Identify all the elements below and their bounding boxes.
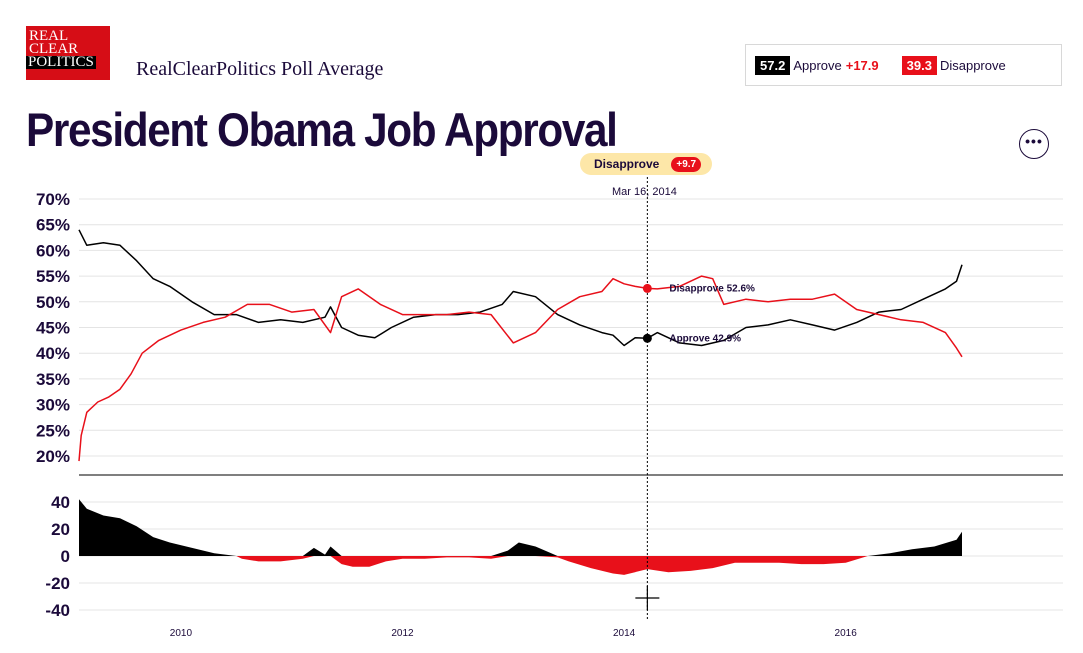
- x-tick-label: 2016: [835, 628, 858, 639]
- spread-value: +17.9: [845, 57, 879, 73]
- disapprove-label: Disapprove: [939, 57, 1006, 73]
- y-tick-label: 65%: [36, 216, 70, 235]
- y-tick-label: 0: [61, 547, 70, 566]
- approve-dot: [642, 333, 652, 343]
- y-tick-label: 55%: [36, 267, 70, 286]
- disapprove-value-label: Disapprove 52.6%: [669, 283, 755, 294]
- grid-lines: [79, 198, 1063, 611]
- x-tick-labels: 2010 2012 2014 2016: [170, 628, 857, 639]
- y-tick-labels: 70% 65% 60% 55% 50% 45% 40% 35% 30% 25% 20% 40 20 0 -2…: [36, 190, 70, 620]
- y-tick-label: 30%: [36, 396, 70, 415]
- series-lines: [78, 229, 963, 462]
- more-options-button[interactable]: •••: [1019, 129, 1049, 159]
- x-tick-label: 2010: [170, 628, 193, 639]
- approve-value-label: Approve 42.9%: [669, 333, 741, 344]
- y-tick-label: 40%: [36, 344, 70, 363]
- y-tick-label: 35%: [36, 370, 70, 389]
- y-tick-label: 40: [51, 493, 70, 512]
- spread-negative-area: [79, 556, 962, 575]
- y-tick-label: 50%: [36, 293, 70, 312]
- logo-line-3: POLITICS: [26, 54, 96, 70]
- approve-value-badge: 57.2: [755, 55, 791, 75]
- x-tick-label: 2012: [391, 628, 414, 639]
- approve-label: Approve: [793, 57, 842, 73]
- y-tick-label: 60%: [36, 241, 70, 260]
- logo-line-1: REAL: [29, 28, 69, 44]
- tooltip-spread: +9.7: [671, 156, 702, 172]
- spread-positive-area: [79, 499, 962, 556]
- disapprove-dot: [642, 283, 652, 293]
- logo-line-2: CLEAR: [29, 41, 79, 57]
- approve-line: [78, 229, 963, 347]
- page-title: President Obama Job Approval: [26, 103, 618, 156]
- y-tick-label: 45%: [36, 319, 70, 338]
- tooltip-leader-pill: Disapprove +9.7: [580, 153, 712, 175]
- y-tick-label: 20%: [36, 447, 70, 466]
- summary-box: 57.2 Approve +17.9 39.3 Disapprove: [745, 44, 1062, 86]
- y-tick-label: 70%: [36, 190, 70, 209]
- page-subtitle: RealClearPolitics Poll Average: [136, 58, 384, 80]
- crosshair-icon: [635, 586, 660, 610]
- more-icon: •••: [1025, 133, 1043, 149]
- tooltip-date: Mar 16, 2014: [612, 186, 677, 198]
- rcp-logo[interactable]: REAL CLEAR POLITICS: [26, 26, 110, 80]
- tooltip-leader: Disapprove: [594, 157, 660, 171]
- x-tick-label: 2014: [613, 628, 636, 639]
- y-tick-label: 20: [51, 520, 70, 539]
- disapprove-line: [78, 275, 963, 462]
- disapprove-value-badge: 39.3: [901, 55, 937, 75]
- spread-area: [79, 499, 962, 575]
- y-tick-label: 25%: [36, 421, 70, 440]
- y-tick-label: -40: [45, 601, 70, 620]
- y-tick-label: -20: [45, 574, 70, 593]
